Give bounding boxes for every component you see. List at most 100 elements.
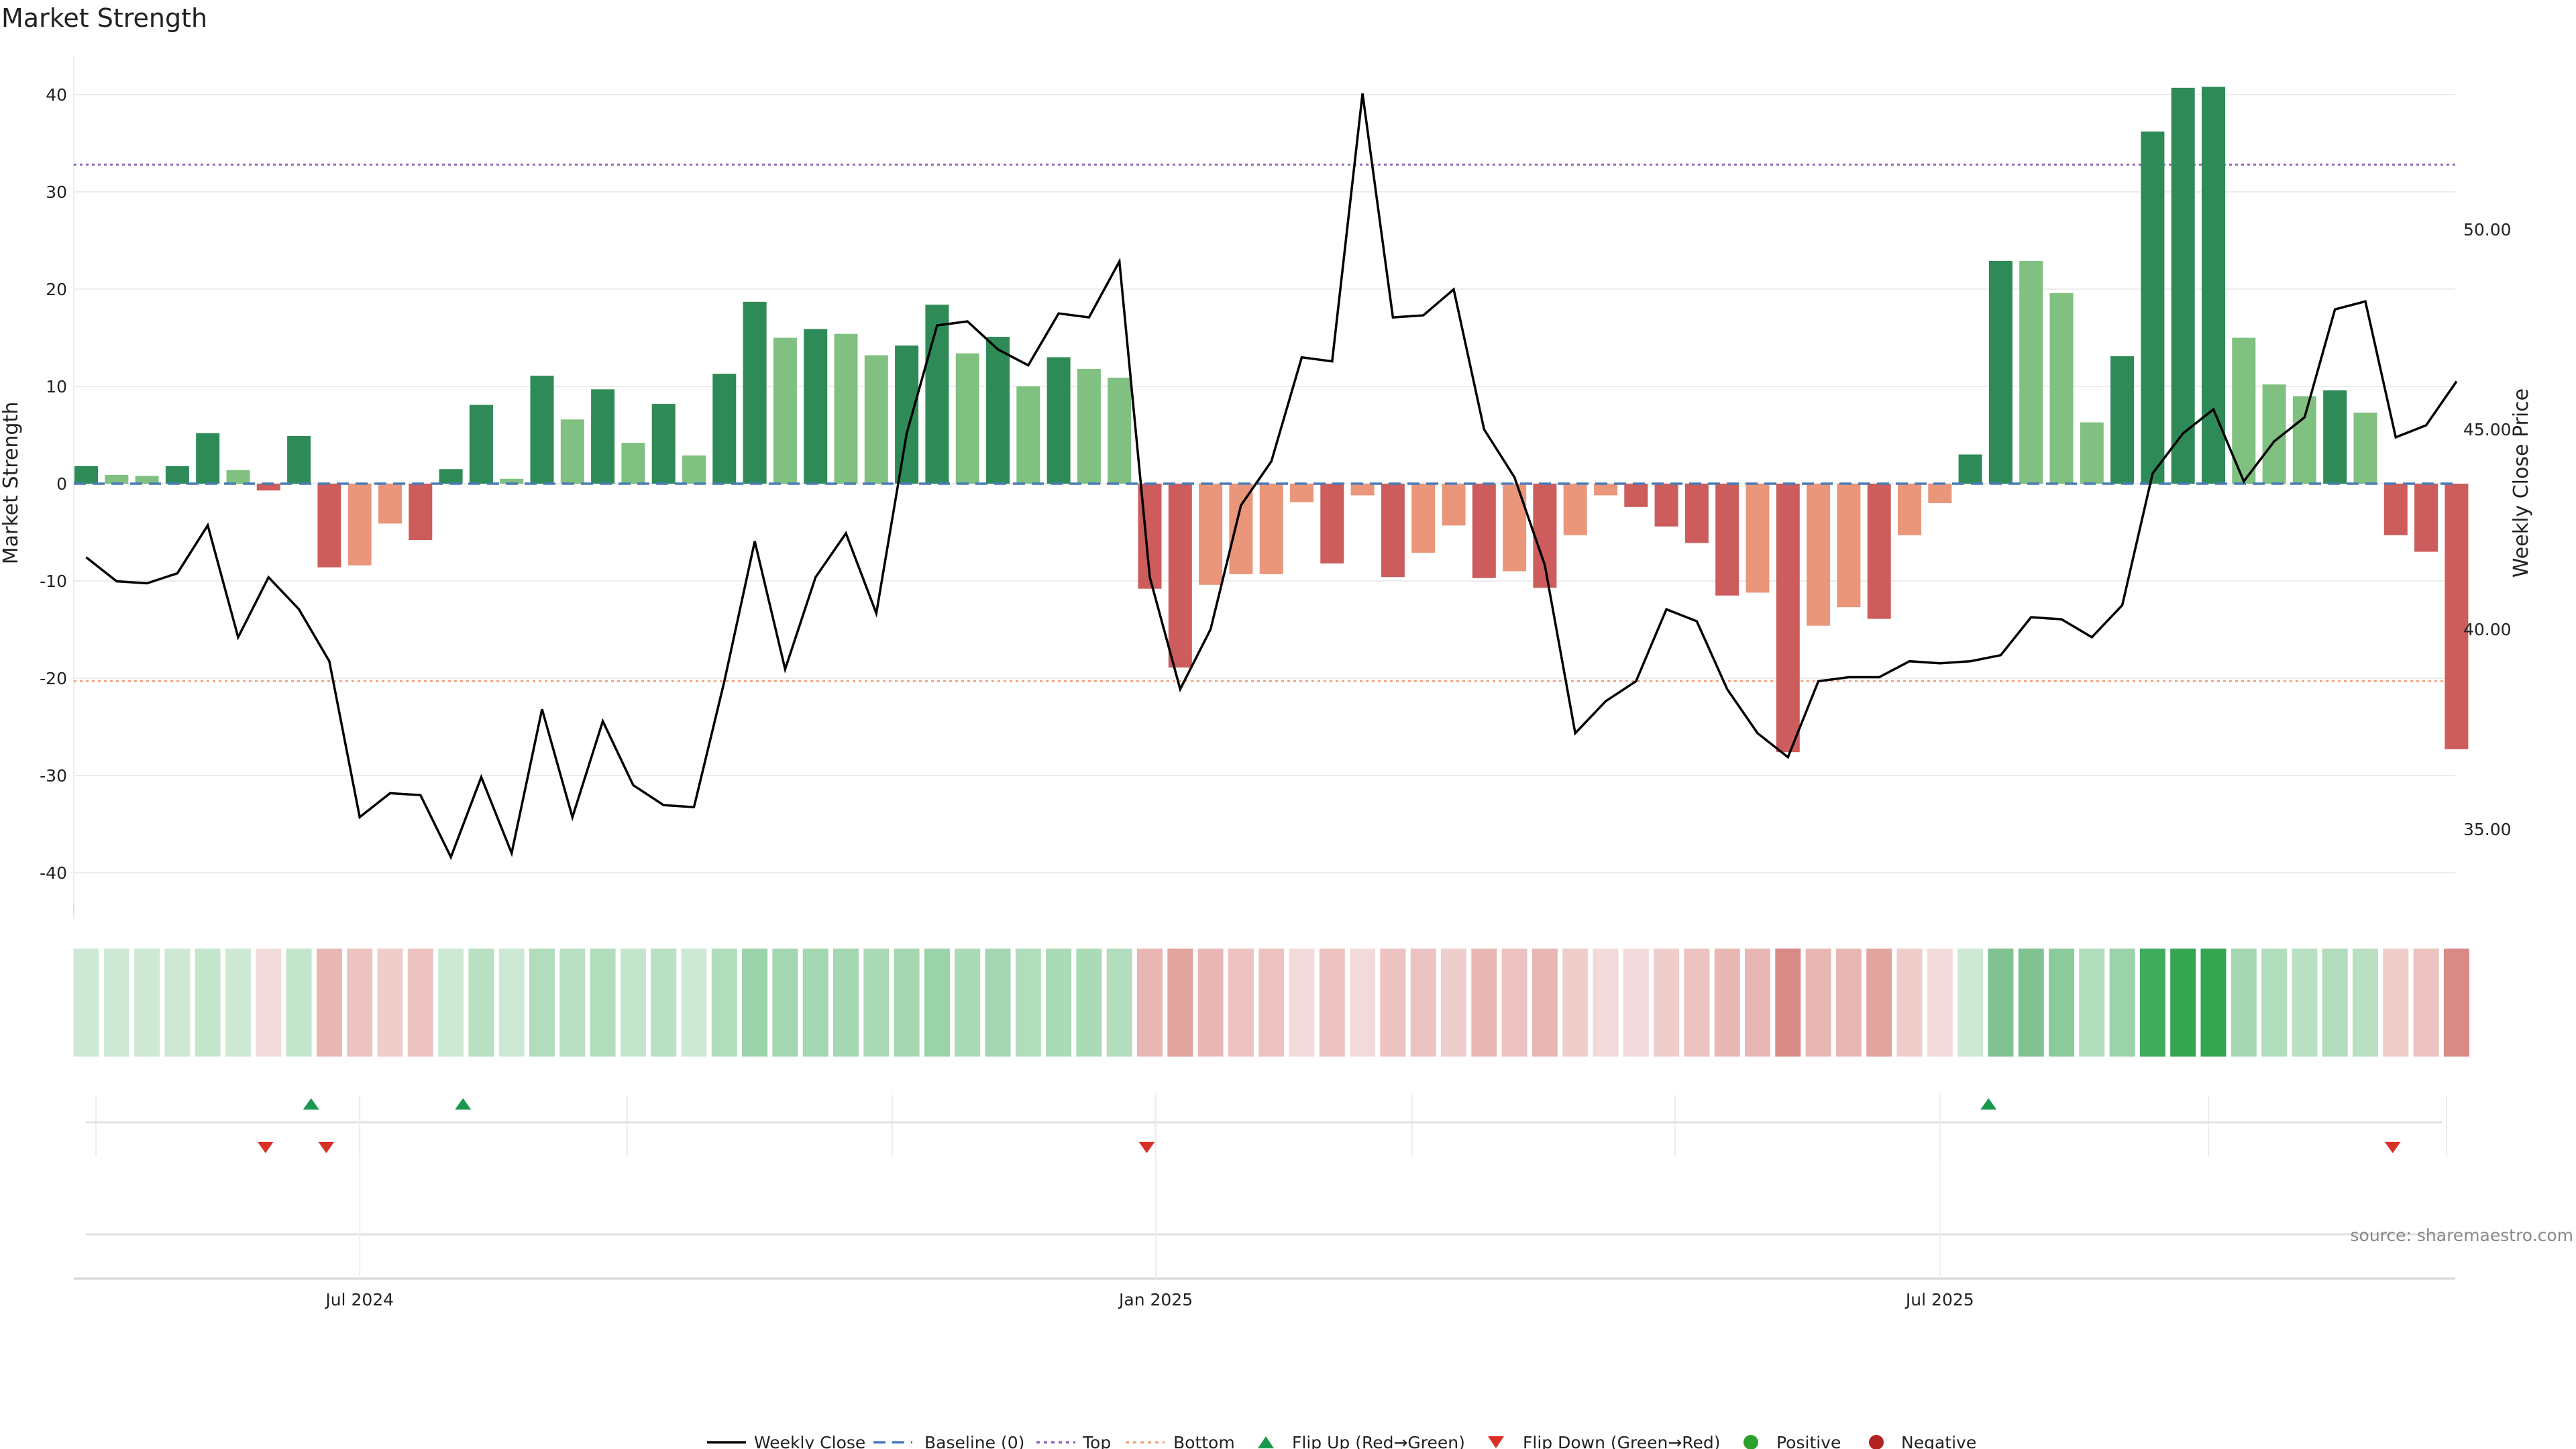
- strip-cell: [377, 949, 403, 1057]
- strip-cell: [1957, 949, 1984, 1057]
- strength-bar: [1016, 386, 1040, 484]
- strength-bar: [1259, 484, 1283, 574]
- y-axis-title: Market Strength: [0, 402, 23, 564]
- strength-bar: [2141, 131, 2165, 484]
- strip-cell: [2200, 949, 2226, 1057]
- strength-bar: [74, 466, 98, 484]
- y2-tick-label: 40.00: [2463, 620, 2512, 639]
- strip-cell: [2383, 949, 2409, 1057]
- legend-flip-down-icon: [1488, 1436, 1504, 1448]
- strip-cell: [1805, 949, 1831, 1057]
- strength-bar: [621, 443, 645, 484]
- strip-cell: [1046, 949, 1072, 1057]
- legend-negative-icon: [1869, 1435, 1884, 1449]
- strip-cell: [1714, 949, 1740, 1057]
- strip-cell: [1562, 949, 1589, 1057]
- strength-bar: [1563, 484, 1587, 535]
- y2-tick-label: 50.00: [2463, 220, 2512, 239]
- strength-bar: [317, 484, 341, 568]
- strip-cell: [590, 949, 616, 1057]
- strip-cell: [498, 949, 525, 1057]
- strip-cell: [2231, 949, 2257, 1057]
- strength-heat-strip: [73, 949, 2469, 1057]
- strength-bar: [1807, 484, 1831, 626]
- strength-bar: [1533, 484, 1557, 588]
- lower-panel: Jul 2024 Jan 2025 Jul 2025: [74, 1095, 2455, 1309]
- legend-item-positive: Positive: [1743, 1433, 1841, 1449]
- strength-bar: [1350, 484, 1375, 496]
- y-tick-label: -20: [40, 669, 67, 688]
- strip-cell: [1197, 949, 1224, 1057]
- strip-cell: [134, 949, 160, 1057]
- x-tick-label: Jul 2024: [324, 1290, 394, 1309]
- strip-cell: [2049, 949, 2074, 1057]
- strip-cell: [1441, 949, 1466, 1057]
- strip-cell: [316, 949, 342, 1057]
- strength-bar: [1108, 377, 1132, 484]
- strip-cell: [103, 949, 129, 1057]
- strip-cell: [1167, 949, 1193, 1057]
- y2-tick-label: 35.00: [2463, 820, 2512, 839]
- y2-axis-ticks: 35.00 40.00 45.00 50.00: [2463, 220, 2512, 839]
- y-tick-label: -10: [40, 572, 67, 591]
- flip-markers: [257, 1098, 2401, 1153]
- x-tick-label: Jul 2025: [1904, 1290, 1974, 1309]
- y-tick-label: 10: [46, 377, 67, 396]
- strip-cell: [1988, 949, 2014, 1057]
- strip-cell: [1350, 949, 1376, 1057]
- strength-bar: [1746, 484, 1770, 593]
- y-axis-ticks: -40 -30 -20 -10 0 10 20 30 40: [40, 85, 67, 883]
- strip-cell: [1228, 949, 1254, 1057]
- strength-bar: [1988, 260, 2012, 484]
- strip-cell: [1623, 949, 1649, 1057]
- y-tick-label: 20: [46, 280, 67, 299]
- legend-label-positive: Positive: [1776, 1433, 1841, 1449]
- flip-up-marker: [1980, 1098, 1997, 1110]
- strip-cell: [985, 949, 1011, 1057]
- strip-cell: [2139, 949, 2165, 1057]
- strength-bar: [409, 484, 433, 541]
- legend-item-weekly-close: Weekly Close: [707, 1433, 865, 1449]
- strip-cell: [924, 949, 950, 1057]
- strength-bar: [378, 484, 402, 524]
- strength-bar: [1684, 484, 1709, 543]
- y-tick-label: 0: [56, 474, 67, 494]
- strip-cell: [1289, 949, 1315, 1057]
- strip-cell: [438, 949, 464, 1057]
- flip-down-marker: [2384, 1142, 2401, 1153]
- strip-cell: [1927, 949, 1953, 1057]
- strip-cell: [681, 949, 707, 1057]
- strength-bar: [1654, 484, 1678, 527]
- strength-bar: [1290, 484, 1313, 502]
- strip-cell: [1501, 949, 1527, 1057]
- strength-bar: [2049, 292, 2074, 484]
- legend-item-baseline: Baseline (0): [873, 1433, 1024, 1449]
- strip-cell: [1319, 949, 1345, 1057]
- strip-cell: [73, 949, 99, 1057]
- strip-cell: [2292, 949, 2318, 1057]
- strip-cell: [407, 949, 433, 1057]
- strip-cell: [1745, 949, 1770, 1057]
- strip-cell: [1775, 949, 1801, 1057]
- strength-bar: [1867, 484, 1891, 619]
- strength-bar: [955, 353, 979, 484]
- strip-cell: [1684, 949, 1710, 1057]
- strip-cell: [2443, 949, 2469, 1057]
- strength-bar: [1442, 484, 1466, 526]
- strength-bar: [196, 433, 220, 484]
- legend-label-weekly-close: Weekly Close: [754, 1433, 865, 1449]
- strip-cell: [2413, 949, 2439, 1057]
- strip-cell: [1471, 949, 1497, 1057]
- strip-cell: [2322, 949, 2348, 1057]
- strength-bar: [347, 484, 372, 566]
- flip-down-marker: [257, 1142, 274, 1153]
- strip-cell: [863, 949, 890, 1057]
- strength-bar: [226, 470, 250, 484]
- legend-item-flip-up: Flip Up (Red→Green): [1258, 1433, 1465, 1449]
- threshold-lines: [74, 163, 2455, 682]
- strength-bar: [500, 478, 524, 484]
- strength-bar: [2019, 260, 2043, 484]
- strip-cell: [1593, 949, 1619, 1057]
- strength-bar: [2414, 484, 2438, 552]
- strength-bar: [1958, 454, 1982, 484]
